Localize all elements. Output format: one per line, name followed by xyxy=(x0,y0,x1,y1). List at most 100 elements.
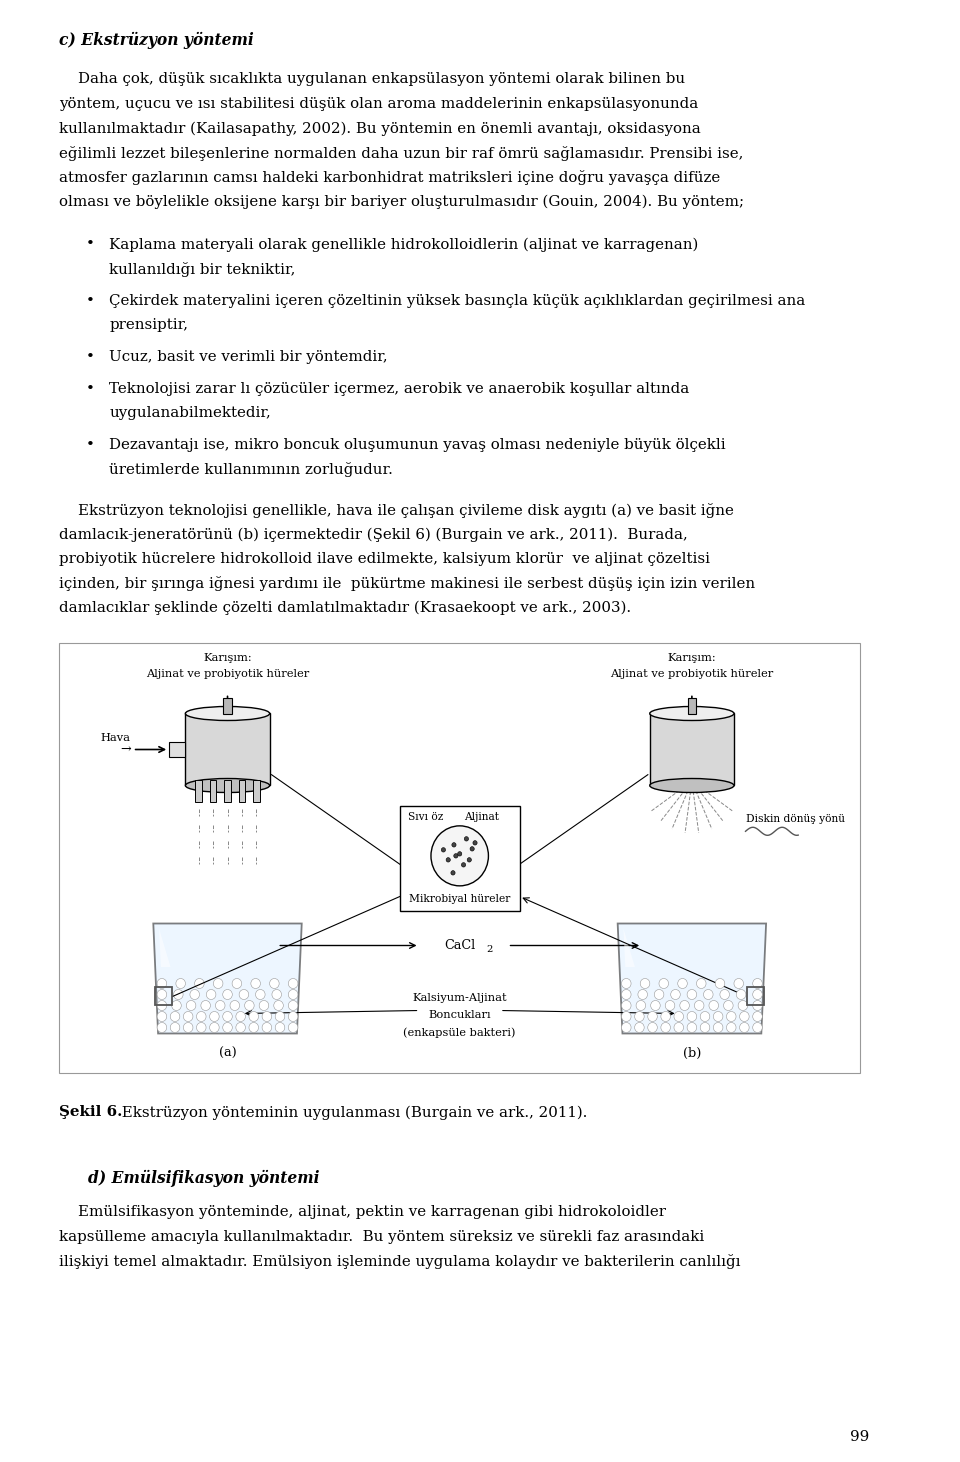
Circle shape xyxy=(186,1000,196,1010)
Text: Teknolojisi zarar lı çözücüler içermez, aerobik ve anaerobik koşullar altında: Teknolojisi zarar lı çözücüler içermez, … xyxy=(109,382,689,396)
Circle shape xyxy=(215,1000,225,1010)
Circle shape xyxy=(206,990,216,1000)
Circle shape xyxy=(223,1012,232,1022)
Circle shape xyxy=(651,1000,660,1010)
Circle shape xyxy=(724,1000,733,1010)
Circle shape xyxy=(276,1022,285,1032)
Ellipse shape xyxy=(650,778,734,792)
Circle shape xyxy=(753,990,762,1000)
Bar xyxy=(400,807,519,911)
Text: (a): (a) xyxy=(219,1047,236,1060)
Text: •: • xyxy=(86,237,95,251)
Circle shape xyxy=(659,978,668,988)
Text: olması ve böylelikle oksijene karşı bir bariyer oluşturulmasıdır (Gouin, 2004). : olması ve böylelikle oksijene karşı bir … xyxy=(60,194,745,209)
Circle shape xyxy=(687,1012,697,1022)
Circle shape xyxy=(170,1012,180,1022)
Circle shape xyxy=(230,1000,240,1010)
Bar xyxy=(169,743,185,757)
Text: damlacık-jeneratörünü (b) içermektedir (Şekil 6) (Burgain ve ark., 2011).  Burad: damlacık-jeneratörünü (b) içermektedir (… xyxy=(60,528,688,542)
Circle shape xyxy=(157,1000,167,1010)
Circle shape xyxy=(236,1022,246,1032)
Circle shape xyxy=(621,1012,631,1022)
Text: üretimlerde kullanımının zorluğudur.: üretimlerde kullanımının zorluğudur. xyxy=(109,462,393,477)
Text: Aljinat ve probiyotik hüreler: Aljinat ve probiyotik hüreler xyxy=(611,670,774,680)
Bar xyxy=(238,779,245,801)
Text: •: • xyxy=(86,382,95,396)
Circle shape xyxy=(704,990,713,1000)
Text: Karışım:: Karışım: xyxy=(667,654,716,664)
Bar xyxy=(60,643,860,1073)
Circle shape xyxy=(753,1022,762,1032)
Circle shape xyxy=(674,1022,684,1032)
Text: probiyotik hücrelere hidrokolloid ilave edilmekte, kalsiyum klorür  ve aljinat ç: probiyotik hücrelere hidrokolloid ilave … xyxy=(60,553,710,566)
Text: •: • xyxy=(86,437,95,452)
Circle shape xyxy=(174,990,183,1000)
Circle shape xyxy=(262,1012,272,1022)
Text: d) Emülsifikasyon yöntemi: d) Emülsifikasyon yöntemi xyxy=(88,1170,320,1187)
Circle shape xyxy=(157,990,167,1000)
Circle shape xyxy=(727,1012,736,1022)
Circle shape xyxy=(739,1012,749,1022)
Circle shape xyxy=(738,1000,748,1010)
Circle shape xyxy=(446,858,450,863)
Circle shape xyxy=(696,978,706,988)
Text: içinden, bir şırınga iğnesi yardımı ile  pükürtme makinesi ile serbest düşüş içi: içinden, bir şırınga iğnesi yardımı ile … xyxy=(60,576,756,592)
Polygon shape xyxy=(617,924,766,1034)
Circle shape xyxy=(465,836,468,841)
Circle shape xyxy=(736,990,746,1000)
Text: Sıvı öz: Sıvı öz xyxy=(407,813,443,823)
Text: Karışım:: Karışım: xyxy=(204,654,252,664)
Polygon shape xyxy=(623,928,635,966)
Circle shape xyxy=(157,978,167,988)
Text: Ucuz, basit ve verimli bir yöntemdir,: Ucuz, basit ve verimli bir yöntemdir, xyxy=(109,349,388,364)
Circle shape xyxy=(635,1022,644,1032)
Circle shape xyxy=(183,1022,193,1032)
Text: Diskin dönüş yönü: Diskin dönüş yönü xyxy=(746,814,845,825)
Circle shape xyxy=(190,990,200,1000)
Text: Hava: Hava xyxy=(101,734,131,744)
Bar xyxy=(210,779,217,801)
Circle shape xyxy=(635,1012,644,1022)
Circle shape xyxy=(209,1022,219,1032)
Ellipse shape xyxy=(185,778,270,792)
Bar xyxy=(687,699,696,715)
Text: Çekirdek materyalini içeren çözeltinin yüksek basınçla küçük açıklıklardan geçir: Çekirdek materyalini içeren çözeltinin y… xyxy=(109,294,805,307)
Circle shape xyxy=(236,1012,246,1022)
Text: kullanıldığı bir tekniktir,: kullanıldığı bir tekniktir, xyxy=(109,262,296,276)
Text: Aljinat ve probiyotik hüreler: Aljinat ve probiyotik hüreler xyxy=(146,670,309,680)
Circle shape xyxy=(621,1022,631,1032)
Bar xyxy=(156,987,173,1006)
Text: Kalsiyum-Aljinat: Kalsiyum-Aljinat xyxy=(413,994,507,1003)
Circle shape xyxy=(223,990,232,1000)
Bar xyxy=(252,779,259,801)
Circle shape xyxy=(734,978,744,988)
Bar xyxy=(224,699,231,715)
Text: Boncukları: Boncukları xyxy=(428,1010,491,1020)
Bar xyxy=(650,713,734,785)
Text: kullanılmaktadır (Kailasapathy, 2002). Bu yöntemin en önemli avantajı, oksidasyo: kullanılmaktadır (Kailasapathy, 2002). B… xyxy=(60,121,701,136)
Circle shape xyxy=(468,858,471,863)
Circle shape xyxy=(201,1000,210,1010)
Text: (enkapsüle bakteri): (enkapsüle bakteri) xyxy=(403,1028,516,1038)
Text: kapsülleme amacıyla kullanılmaktadır.  Bu yöntem süreksiz ve sürekli faz arasınd: kapsülleme amacıyla kullanılmaktadır. Bu… xyxy=(60,1230,705,1244)
Circle shape xyxy=(454,854,458,858)
Circle shape xyxy=(239,990,249,1000)
Text: Mikrobiyal hüreler: Mikrobiyal hüreler xyxy=(409,895,511,905)
Circle shape xyxy=(172,1000,181,1010)
Ellipse shape xyxy=(185,706,270,721)
Circle shape xyxy=(176,978,185,988)
Circle shape xyxy=(753,1012,762,1022)
Circle shape xyxy=(288,990,298,1000)
Circle shape xyxy=(753,1000,762,1010)
Text: Aljinat: Aljinat xyxy=(465,813,499,823)
Text: Dezavantajı ise, mikro boncuk oluşumunun yavaş olması nedeniyle büyük ölçekli: Dezavantajı ise, mikro boncuk oluşumunun… xyxy=(109,437,726,452)
Circle shape xyxy=(727,1022,736,1032)
Circle shape xyxy=(288,1022,298,1032)
Circle shape xyxy=(276,1012,285,1022)
Circle shape xyxy=(249,1022,258,1032)
Text: 99: 99 xyxy=(851,1430,870,1444)
Circle shape xyxy=(157,1012,167,1022)
Text: Şekil 6.: Şekil 6. xyxy=(60,1105,123,1120)
Bar xyxy=(225,779,230,801)
Text: uygulanabilmektedir,: uygulanabilmektedir, xyxy=(109,406,271,420)
